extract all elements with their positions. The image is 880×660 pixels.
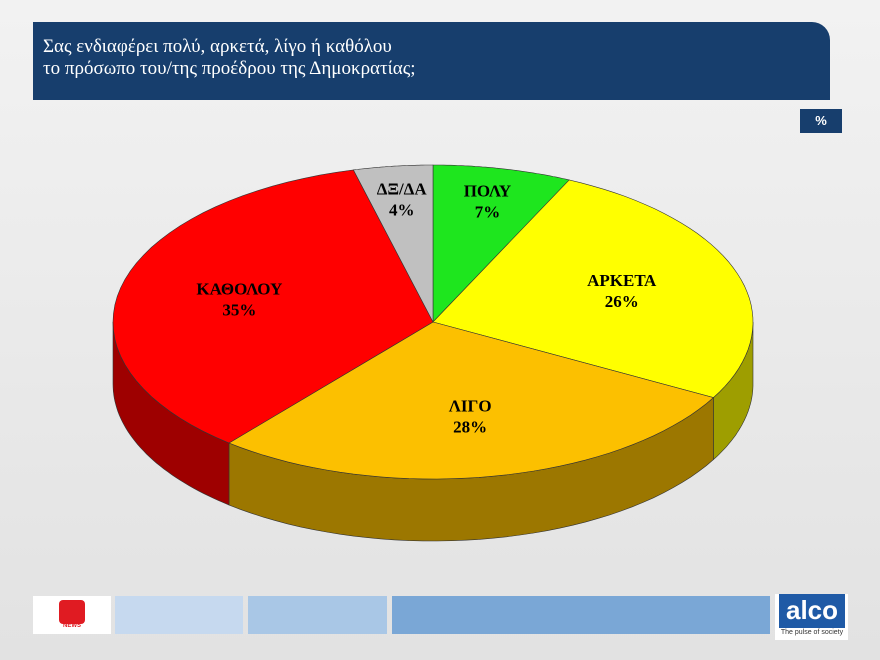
brand-logo: alco The pulse of society xyxy=(775,594,848,640)
slice xyxy=(228,321,715,480)
slice-label: ΚΑΘΟΛΟΥ xyxy=(196,280,282,299)
value-label: 26% xyxy=(605,292,639,311)
slice xyxy=(432,164,570,323)
value-label: 35% xyxy=(222,301,256,320)
slice-label: ΠΟΛΥ xyxy=(464,181,512,200)
news-logo: NEWS xyxy=(33,596,111,634)
slice-label: ΛΙΓΟ xyxy=(449,397,492,416)
brand-tagline: The pulse of society xyxy=(780,629,844,636)
brand-name: alco xyxy=(779,594,845,628)
value-label: 7% xyxy=(475,202,501,221)
slice xyxy=(112,169,434,444)
news-logo-mark xyxy=(59,600,85,624)
unit-badge: % xyxy=(800,109,842,133)
value-label: 28% xyxy=(453,418,487,437)
footer-band xyxy=(248,596,387,634)
news-logo-text: NEWS xyxy=(63,623,81,629)
slice-label: ΑΡΚΕΤΑ xyxy=(587,271,657,290)
slice xyxy=(432,179,754,398)
value-label: 4% xyxy=(389,200,415,219)
footer-band xyxy=(392,596,770,634)
footer-band xyxy=(115,596,243,634)
slice xyxy=(352,164,434,323)
chart-title: Σας ενδιαφέρει πολύ, αρκετά, λίγο ή καθό… xyxy=(33,22,830,100)
slice-label: ΔΞ/ΔΑ xyxy=(377,179,428,198)
